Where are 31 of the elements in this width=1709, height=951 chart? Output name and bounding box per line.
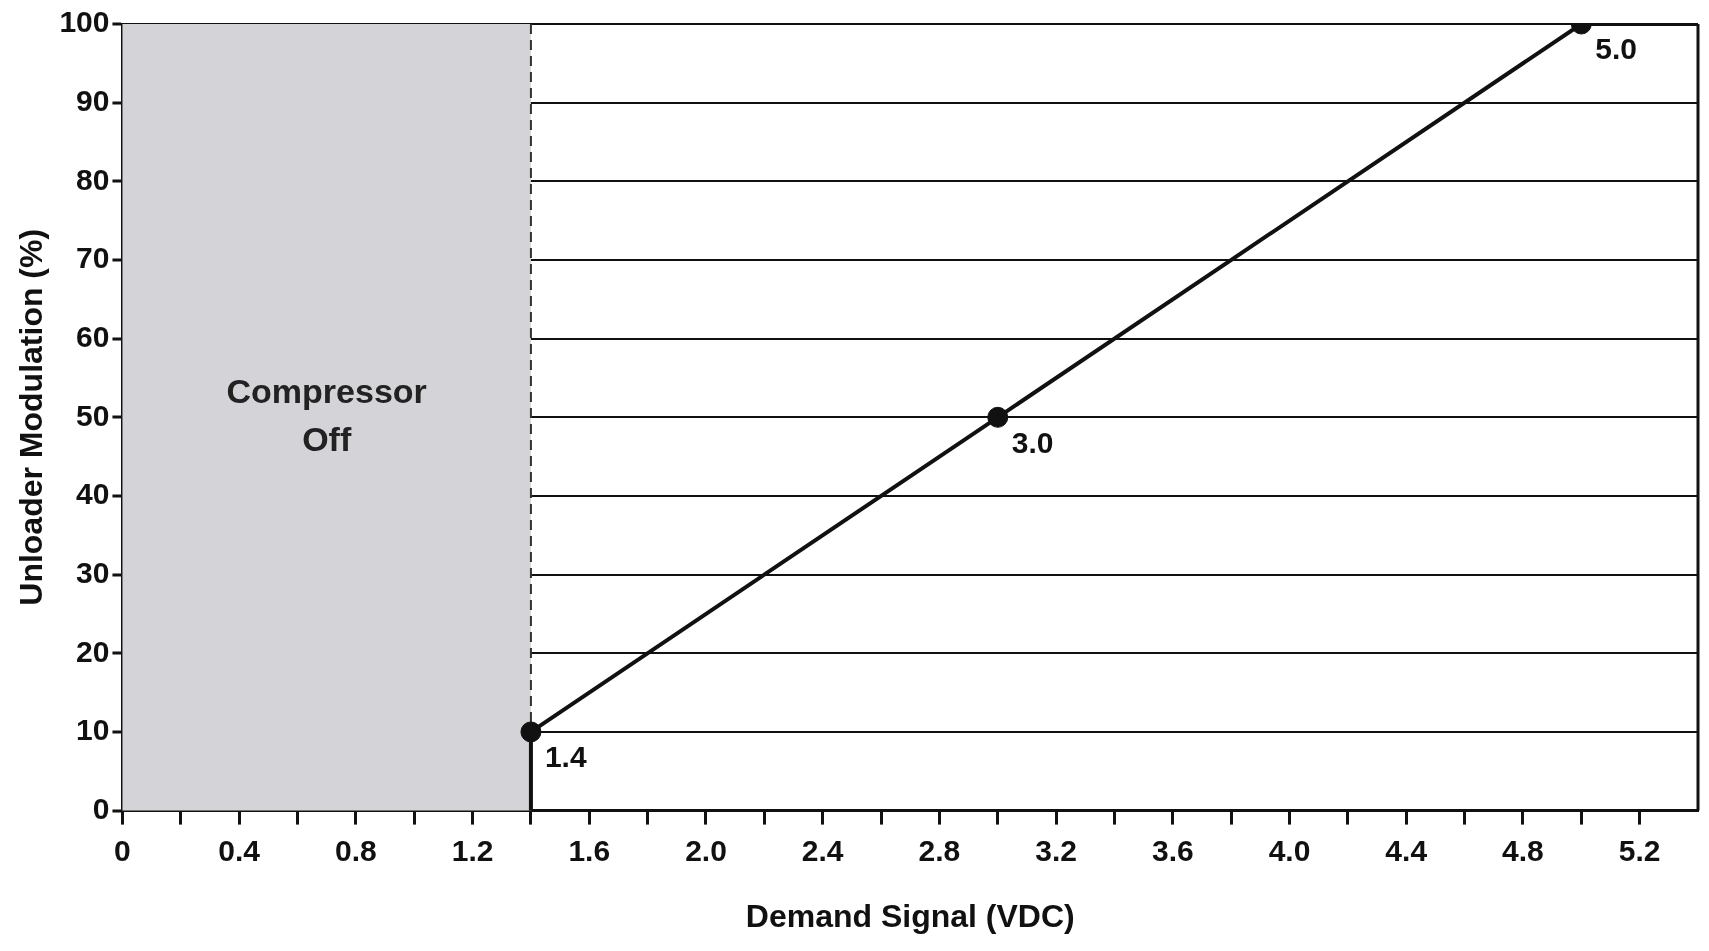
y-axis-title: Unloader Modulation (%) [13, 228, 50, 606]
x-tick-label: 3.2 [1035, 833, 1077, 867]
y-tick-label: 20 [76, 634, 110, 668]
x-tick-label: 4.8 [1502, 833, 1544, 867]
x-tick-label: 2.0 [685, 833, 727, 867]
x-tick-label: 2.4 [801, 833, 844, 867]
annotation: 3.0 [1011, 425, 1054, 459]
y-tick-label: 10 [76, 713, 110, 747]
x-tick-label: 0.4 [218, 833, 261, 867]
x-tick-label: 2.8 [918, 833, 961, 867]
y-tick-label: 80 [76, 162, 110, 196]
x-tick-label: 3.6 [1151, 833, 1194, 867]
y-tick-label: 100 [59, 5, 110, 39]
y-tick-label: 0 [92, 791, 110, 825]
annotation: 1.4 [544, 740, 587, 774]
x-tick-label: 1.2 [451, 833, 494, 867]
x-tick-label: 4.4 [1385, 833, 1428, 867]
x-tick-label: 5.2 [1618, 833, 1661, 867]
y-tick-label: 60 [76, 319, 110, 353]
x-tick-label: 0 [114, 833, 131, 867]
band-label: Compressor Off [226, 371, 427, 458]
y-tick-label: 50 [76, 398, 110, 432]
y-tick-label: 90 [76, 83, 110, 117]
x-tick-label: 0.8 [335, 833, 377, 867]
annotation: 5.0 [1595, 32, 1638, 66]
y-tick-label: 40 [76, 477, 110, 511]
x-axis-title: Demand Signal (VDC) [745, 897, 1075, 934]
y-tick-label: 70 [76, 241, 110, 275]
x-tick-label: 1.6 [568, 833, 611, 867]
y-tick-label: 30 [76, 555, 110, 589]
x-tick-label: 4.0 [1268, 833, 1311, 867]
